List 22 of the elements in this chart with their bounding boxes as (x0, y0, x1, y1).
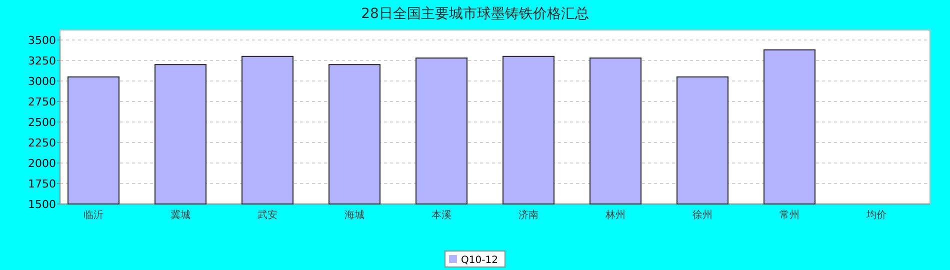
y-tick-label: 1750 (28, 178, 56, 190)
legend-label: Q10-12 (461, 255, 498, 266)
x-tick-label: 徐州 (692, 209, 712, 221)
x-tick-label: 海城 (344, 209, 364, 221)
y-tick-label: 3500 (28, 34, 56, 47)
x-tick-label: 临沂 (84, 209, 104, 221)
x-tick-label: 常州 (780, 209, 800, 221)
x-tick-label: 济南 (518, 209, 538, 221)
y-tick-label: 2000 (28, 157, 56, 170)
chart-title: 28日全国主要城市球墨铸铁价格汇总 (361, 6, 589, 22)
y-tick-label: 3000 (28, 75, 56, 88)
x-tick-label: 均价 (866, 209, 886, 221)
x-tick-label: 武安 (258, 209, 278, 221)
y-tick-label: 2250 (28, 136, 56, 150)
x-tick-label: 冀城 (170, 209, 190, 221)
x-tick-label: 本溪 (432, 209, 452, 221)
y-tick-label: 2500 (28, 116, 56, 129)
x-tick-label: 林州 (604, 209, 626, 221)
y-tick-label: 2750 (28, 96, 56, 108)
y-tick-label: 1500 (28, 198, 56, 211)
y-tick-label: 3250 (28, 54, 56, 68)
legend: Q10-12 (444, 250, 506, 268)
